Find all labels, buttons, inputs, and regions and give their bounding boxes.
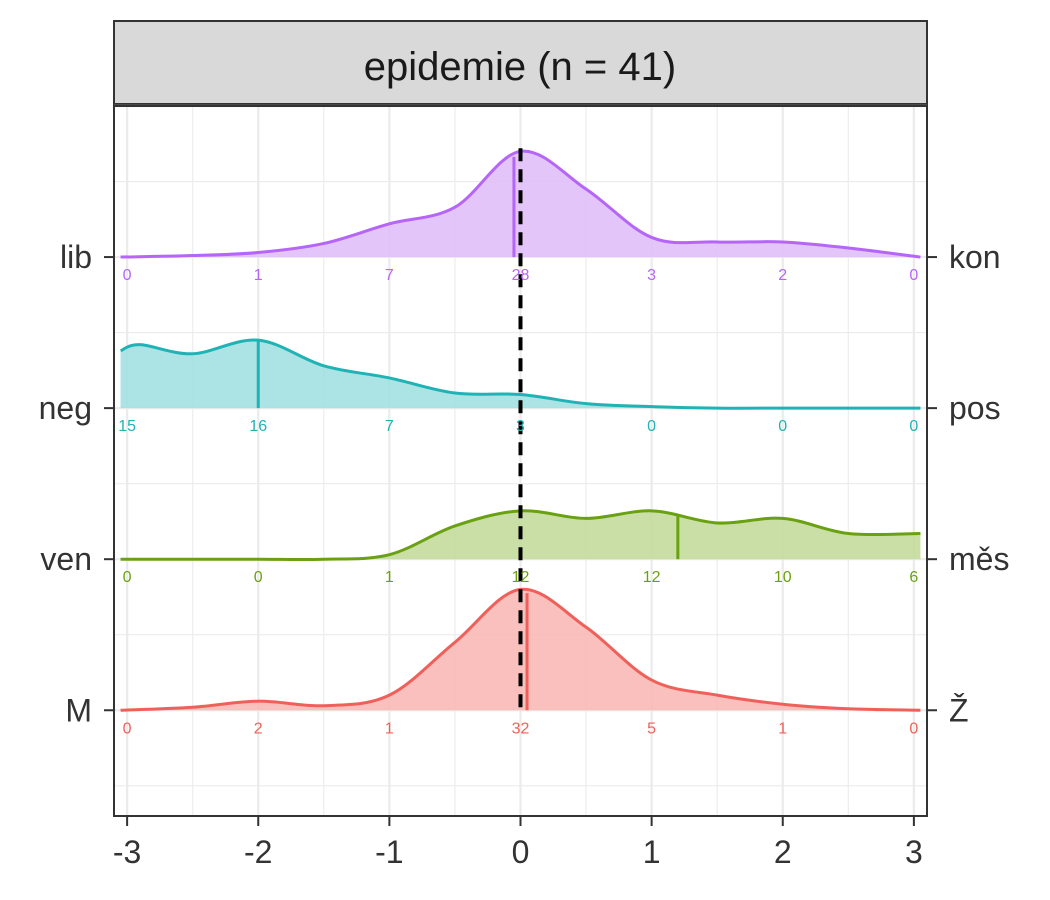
gender-count-label: 0 [123, 720, 132, 737]
place-count-label: 0 [254, 569, 263, 586]
count-labels: 0 1 7 28 3 2 015 16 7 3 0 0 00 0 1 12 12 10 60 2 1 32 5 1 0 [118, 267, 918, 737]
sentiment-count-label: 16 [249, 418, 267, 435]
politics-count-label: 1 [254, 267, 263, 284]
politics-count-label: 2 [778, 267, 787, 284]
gender-count-label: 1 [778, 720, 787, 737]
politics-right-label: kon [949, 239, 1001, 275]
gender-count-label: 1 [385, 720, 394, 737]
sentiment-count-label: 3 [516, 418, 525, 435]
place-left-label: ven [40, 541, 92, 577]
panel-strip [113, 20, 928, 105]
politics-left-label: lib [60, 239, 92, 275]
gender-count-label: 0 [909, 720, 918, 737]
sentiment-count-label: 15 [118, 418, 136, 435]
place-count-label: 10 [774, 569, 792, 586]
panel-title: epidemie (n = 41) [364, 45, 676, 89]
sentiment-density-line [119, 338, 921, 410]
politics-count-label: 3 [647, 267, 656, 284]
sentiment-count-label: 0 [778, 418, 787, 435]
place-count-label: 6 [909, 569, 918, 586]
sentiment-count-label: 0 [909, 418, 918, 435]
gender-count-label: 5 [647, 720, 656, 737]
sentiment-density-area [120, 339, 921, 409]
place-right-label: měs [949, 541, 1009, 577]
politics-count-label: 0 [123, 267, 132, 284]
place-count-label: 1 [385, 569, 394, 586]
politics-count-label: 28 [512, 267, 530, 284]
gender-density-area [120, 589, 921, 711]
x-tick-label: 2 [774, 834, 792, 870]
x-tick-label: -3 [113, 834, 141, 870]
sentiment-count-label: 7 [385, 418, 394, 435]
sentiment-count-label: 0 [647, 418, 656, 435]
x-tick-label: -2 [244, 834, 272, 870]
politics-count-label: 7 [385, 267, 394, 284]
politics-density-area [120, 151, 921, 258]
place-count-label: 12 [643, 569, 661, 586]
sentiment-right-label: pos [949, 390, 1001, 426]
sentiment-left-label: neg [39, 390, 92, 426]
x-tick-label: 3 [905, 834, 923, 870]
gender-count-label: 2 [254, 720, 263, 737]
gender-count-label: 32 [512, 720, 530, 737]
gender-left-label: M [65, 692, 92, 728]
gender-right-label: Ž [949, 692, 969, 728]
x-tick-label: -1 [375, 834, 403, 870]
place-count-label: 12 [512, 569, 530, 586]
politics-count-label: 0 [909, 267, 918, 284]
place-count-label: 0 [123, 569, 132, 586]
x-tick-label: 0 [512, 834, 530, 870]
x-tick-label: 1 [643, 834, 661, 870]
